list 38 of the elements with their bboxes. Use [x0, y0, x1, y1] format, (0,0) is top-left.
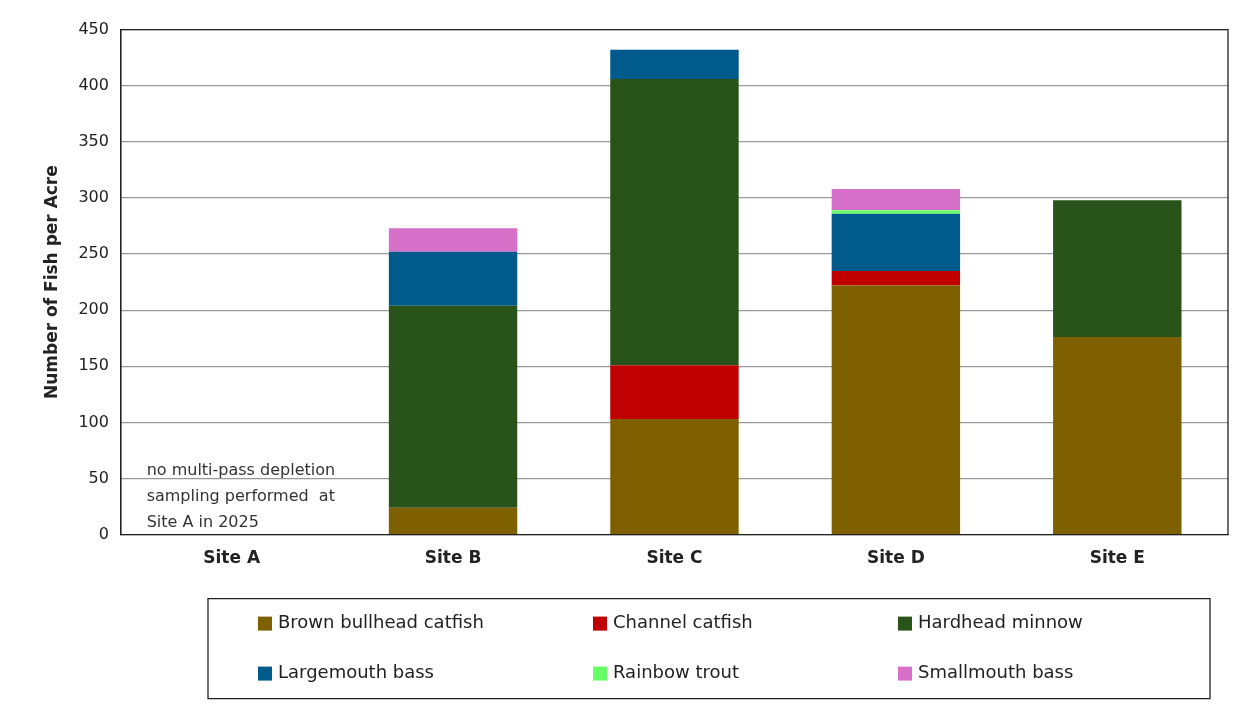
- x-tick-label: Site B: [424, 547, 482, 568]
- legend-label: Channel catfish: [613, 611, 753, 633]
- bar: [388, 507, 518, 534]
- bar: [1053, 337, 1182, 534]
- bar: [831, 285, 961, 534]
- y-tick-label: 250: [78, 243, 109, 263]
- bar: [388, 251, 518, 306]
- legend-label: Smallmouth bass: [918, 661, 1074, 683]
- bar: [388, 228, 518, 252]
- bar: [610, 365, 739, 420]
- bar: [388, 305, 518, 508]
- bar: [831, 213, 961, 271]
- annotation: no multi-pass depletion sampling performed at Site A in 2025: [146, 459, 336, 531]
- legend-label: Rainbow trout: [613, 661, 739, 683]
- x-tick-label: Site E: [1089, 547, 1145, 568]
- y-tick-label: 50: [88, 467, 109, 487]
- bar: [831, 270, 961, 286]
- x-tick-label: Site A: [203, 547, 261, 568]
- bar: [831, 188, 961, 211]
- y-tick-label: 300: [78, 187, 109, 207]
- y-tick-label: 150: [78, 355, 109, 375]
- bar: [610, 78, 739, 366]
- y-tick-label: 200: [78, 299, 109, 319]
- legend-label: Brown bullhead catfish: [278, 611, 484, 633]
- x-tick-label: Site D: [867, 547, 925, 568]
- y-tick-label: 400: [78, 74, 109, 94]
- y-axis-title: Number of Fish per Acre: [40, 165, 61, 399]
- legend-label: Hardhead minnow: [918, 611, 1083, 633]
- bar: [610, 419, 739, 534]
- y-tick-label: 350: [78, 130, 109, 150]
- y-tick-label: 0: [98, 523, 109, 543]
- legend-label: Largemouth bass: [278, 661, 434, 683]
- bar: [831, 210, 961, 214]
- bar: [1053, 200, 1182, 338]
- y-tick-label: 100: [78, 411, 109, 431]
- y-tick-label: 450: [78, 18, 109, 38]
- x-tick-label: Site C: [646, 547, 703, 568]
- bar: [610, 49, 739, 79]
